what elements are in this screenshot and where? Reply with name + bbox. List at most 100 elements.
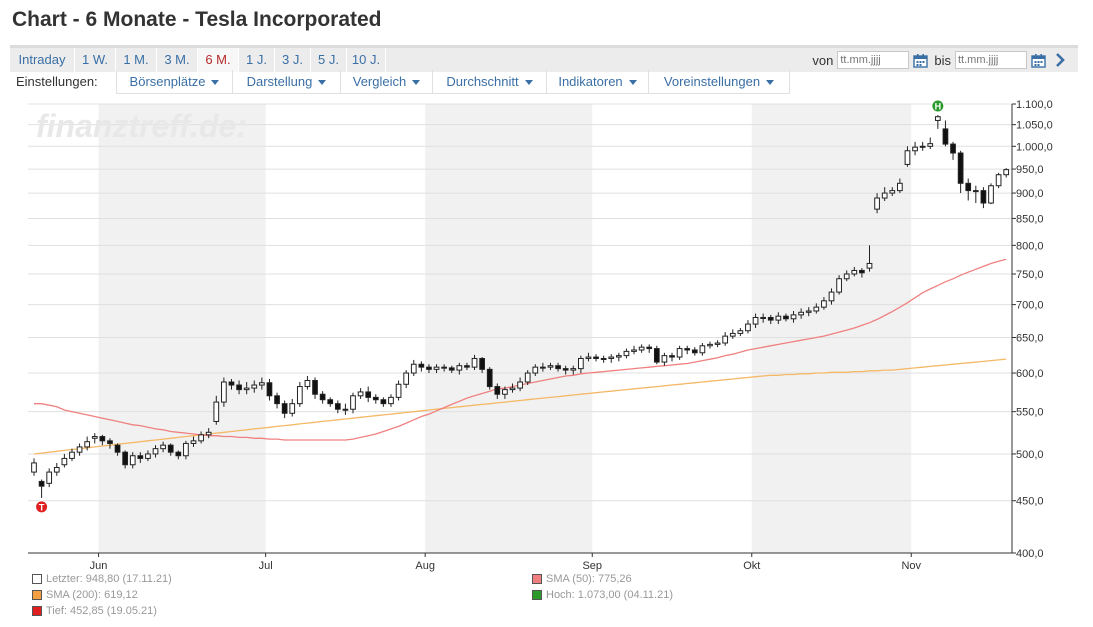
candle-body [919,145,926,148]
candle-body [205,431,212,436]
candle-body [615,355,622,358]
y-tick-label: 1.000,0 [1016,141,1053,153]
candle-body [866,262,873,269]
settings-label: Einstellungen: [16,74,98,89]
candle-body [266,382,273,397]
candle-body [502,389,508,395]
candle-body [334,403,341,410]
period-tab[interactable]: 10 J. [347,48,386,72]
candle-body [843,273,850,280]
candle-body [836,278,842,293]
candle-body [517,381,523,389]
settings-menu[interactable]: Voreinstellungen [648,70,790,94]
caret-down-icon [318,80,327,86]
candle-body [722,335,729,344]
candle-body [289,403,296,414]
x-tick-label: Jun [90,560,108,572]
candle-body [350,395,356,410]
candle-body [904,150,911,165]
candle-body [190,440,197,444]
sma200-line [33,358,1007,455]
legend-item: SMA (200): 619,12 [32,589,138,601]
candle-body [578,357,584,370]
x-tick-label: Okt [743,560,760,572]
y-tick-label: 700,0 [1016,300,1044,312]
period-tab[interactable]: Intraday [10,48,75,72]
candle-body [175,451,182,457]
calendar-icon[interactable] [1031,53,1046,68]
from-date-input[interactable] [837,51,910,69]
candle-body [448,367,455,371]
candle-body [479,357,485,370]
candle-body [957,152,964,184]
candle-body [99,436,106,442]
candle-body [281,403,288,414]
calendar-icon[interactable] [913,53,929,68]
candle-body [760,316,767,319]
candle-body [380,399,387,405]
candle-body [859,269,865,274]
legend-swatch [32,590,42,600]
candle-body [46,471,53,484]
to-date-input[interactable] [955,51,1027,69]
candle-body [707,343,713,347]
candle-body [243,387,250,391]
settings-menu-label: Darstellung [246,74,313,89]
candle-body [532,366,539,374]
candle-body [296,386,303,405]
period-tab[interactable]: 3 J. [275,48,311,72]
candle-body [365,391,372,398]
candle-body [388,396,394,405]
candle-body [965,182,972,192]
candle-body [881,192,888,199]
candle-body [38,480,45,487]
y-tick-label: 850,0 [1016,213,1044,225]
candle-body [851,269,858,275]
caret-down-icon [628,80,637,86]
chevron-right-icon[interactable] [1054,53,1066,67]
candle-body [540,366,546,369]
period-tab[interactable]: 1 W. [75,48,116,72]
y-tick-label: 600,0 [1016,368,1044,380]
period-tab[interactable]: 1 J. [239,48,275,72]
candle-body [699,345,706,354]
candle-body [775,315,782,321]
y-tick-label: 1.050,0 [1016,120,1053,132]
legend-item: Tief: 452,85 (19.05.21) [32,605,157,617]
period-tab[interactable]: 5 J. [311,48,347,72]
y-tick-label: 400,0 [1016,548,1044,560]
y-tick-label: 750,0 [1016,269,1044,281]
legend-item: SMA (50): 775,26 [532,573,632,585]
candle-body [91,436,98,439]
period-tab[interactable]: 6 M. [198,48,239,72]
settings-bar: Einstellungen: Börsenplätze Darstellung Ve… [10,70,1078,94]
candle-body [980,190,987,204]
candle-body [995,174,1002,187]
candle-body [183,442,189,457]
candle-body [418,363,425,368]
from-label: von [812,52,834,68]
candle-body [714,342,721,345]
candle-body [676,348,683,358]
candle-body [934,116,941,121]
candle-body [593,356,599,359]
candle-body [441,366,448,369]
candle-body [927,143,934,147]
candle-body [790,314,797,320]
candle-body [547,365,554,368]
caret-down-icon [766,80,775,86]
candle-body [813,306,820,312]
period-tab[interactable]: 1 M. [116,48,157,72]
candle-body [274,395,280,405]
candle-body [69,451,75,459]
candle-body [729,332,736,337]
candle-body [805,310,812,313]
period-tab[interactable]: 3 M. [157,48,198,72]
high-marker [931,99,945,113]
candle-body [167,444,174,453]
settings-menu-label: Vergleich [352,74,407,89]
candle-body [53,466,60,473]
candle-body [251,384,258,389]
legend-label: Hoch: 1.073,00 (04.11.21) [546,589,673,601]
